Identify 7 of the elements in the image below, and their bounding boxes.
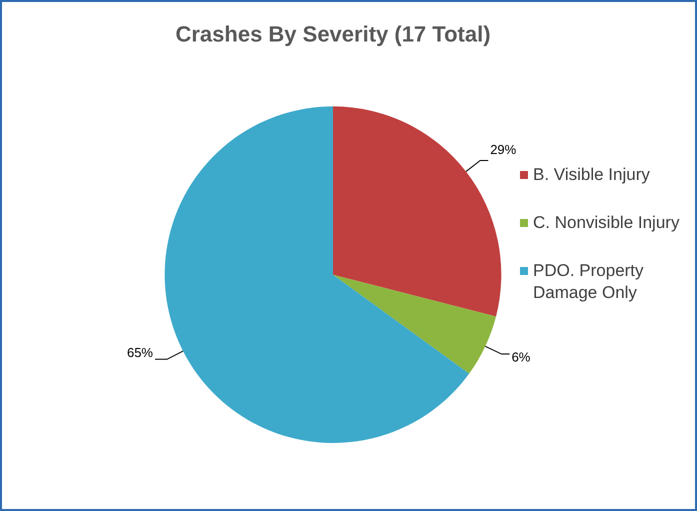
- legend-label: PDO. Property Damage Only: [533, 260, 645, 304]
- data-label: 6%: [512, 350, 531, 365]
- data-label: 29%: [490, 142, 517, 158]
- legend-label: B. Visible Injury: [533, 164, 650, 186]
- data-label: 65%: [126, 344, 154, 360]
- legend-label: C. Nonvisible Injury: [533, 212, 680, 234]
- chart-title: Crashes By Severity (17 Total): [175, 21, 491, 46]
